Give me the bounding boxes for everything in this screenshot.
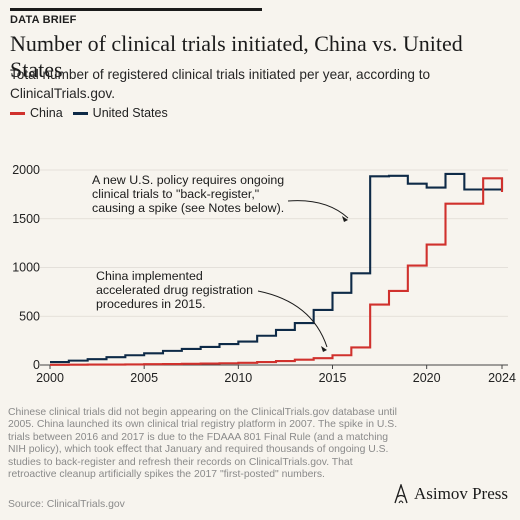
- legend-swatch-us: [72, 111, 88, 115]
- brand-name: Asimov Press: [414, 484, 508, 503]
- legend: China United States: [10, 106, 178, 120]
- legend-swatch-china: [10, 111, 25, 115]
- x-tick-label: 2005: [130, 371, 158, 385]
- series-line-china: [50, 177, 504, 366]
- x-tick-label: 2020: [413, 371, 441, 385]
- top-rule: [10, 8, 262, 11]
- annotation-text-line: accelerated drug registration: [96, 283, 253, 297]
- annotation-arrow: [287, 200, 349, 219]
- legend-item-us: United States: [72, 106, 168, 120]
- y-tick-label: 0: [33, 358, 40, 372]
- eyebrow-label: DATA BRIEF: [10, 14, 77, 26]
- chart-title: Number of clinical trials initiated, Chi…: [10, 31, 463, 82]
- annotation-text-line: clinical trials to "back-register,": [92, 187, 259, 201]
- y-tick-label: 1500: [12, 212, 40, 226]
- chart-notes: Chinese clinical trials did not begin ap…: [8, 407, 398, 481]
- y-tick-label: 1000: [12, 261, 40, 275]
- annotation-text-line: causing a spike (see Notes below).: [92, 201, 284, 215]
- y-tick-label: 500: [19, 309, 40, 323]
- asimov-press-logo-icon: [394, 484, 408, 504]
- x-tick-label: 2015: [319, 371, 347, 385]
- annotation-text-line: procedures in 2015.: [96, 297, 206, 311]
- legend-label-us: United States: [92, 106, 168, 120]
- source-note: Source: ClinicalTrials.gov: [8, 499, 125, 510]
- line-chart: 0 500 1000 1500 2000 2000 2005 2010 2015 2020 2024…: [12, 163, 516, 385]
- annotation-arrowhead: [321, 346, 327, 352]
- y-tick-label: 2000: [12, 163, 40, 177]
- annotation-text-line: China implemented: [96, 269, 203, 283]
- annotation-text-line: A new U.S. policy requires ongoing: [92, 173, 284, 187]
- legend-item-china: China: [10, 106, 63, 120]
- annotation-arrow: [257, 290, 328, 348]
- x-tick-label: 2024: [488, 371, 516, 385]
- x-tick-label: 2000: [36, 371, 64, 385]
- brand-logo: Asimov Press: [394, 484, 508, 504]
- x-tick-label: 2010: [224, 371, 252, 385]
- annotation-arrowhead: [342, 216, 348, 222]
- series-line-united-states: [50, 172, 504, 364]
- legend-label-china: China: [30, 106, 63, 120]
- chart-subtitle: Total number of registered clinical tria…: [10, 67, 431, 101]
